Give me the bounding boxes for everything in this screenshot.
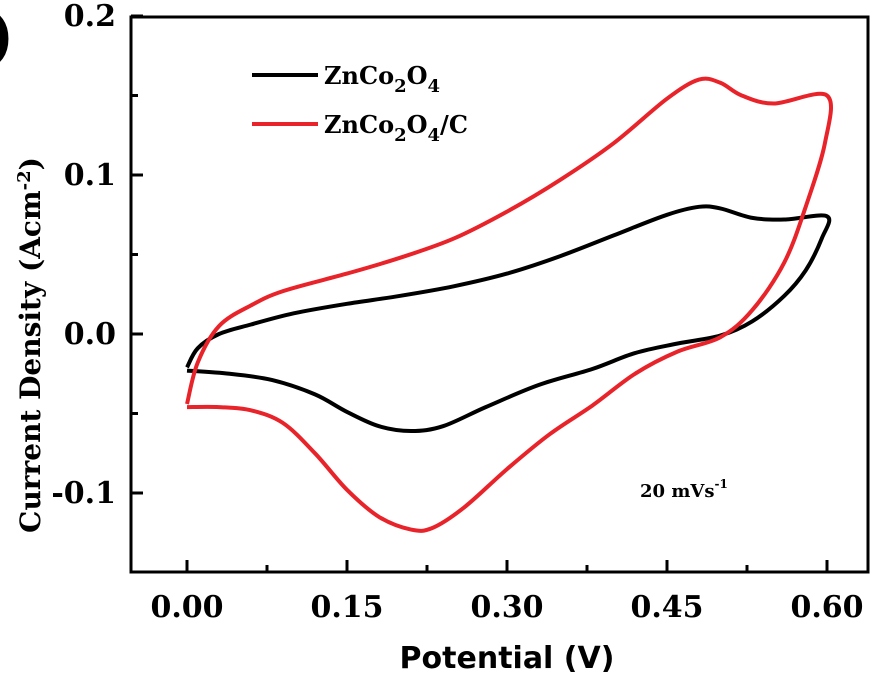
x-tick-label: 0.60 [790, 590, 863, 625]
cv-curve-zinc-cobaltite-carbon [185, 76, 833, 533]
scan-rate-annotation: 20 mVs-1 [640, 477, 728, 502]
x-axis-title: Potential (V) [400, 641, 615, 676]
x-tick-label: 0.15 [310, 590, 383, 625]
axis-ticks: 0.00 0.15 0.30 0.45 0.60 0.2 0.1 0.0 -0.1 [51, 0, 863, 625]
cv-curve-zinc-cobaltite [185, 204, 832, 433]
plot-frame [129, 15, 870, 574]
x-tick-label: 0.45 [630, 590, 703, 625]
y-tick-label: 0.0 [64, 317, 116, 352]
y-tick-label: 0.1 [64, 158, 116, 193]
x-tick-label: 0.00 [150, 590, 223, 625]
panel-label: ) [0, 0, 15, 77]
plot-area [129, 15, 870, 574]
legend-label-zinc-cobaltite-carbon: ZnCo2O4/C [324, 110, 468, 146]
curves [185, 76, 833, 533]
legend: ZnCo2O4 ZnCo2O4/C [252, 61, 468, 146]
y-tick-label: 0.2 [64, 0, 116, 34]
y-tick-label: -0.1 [51, 476, 116, 511]
y-axis-title: Current Density (Acm-2) [14, 157, 47, 533]
x-tick-label: 0.30 [470, 590, 543, 625]
legend-label-zinc-cobaltite: ZnCo2O4 [324, 61, 440, 97]
